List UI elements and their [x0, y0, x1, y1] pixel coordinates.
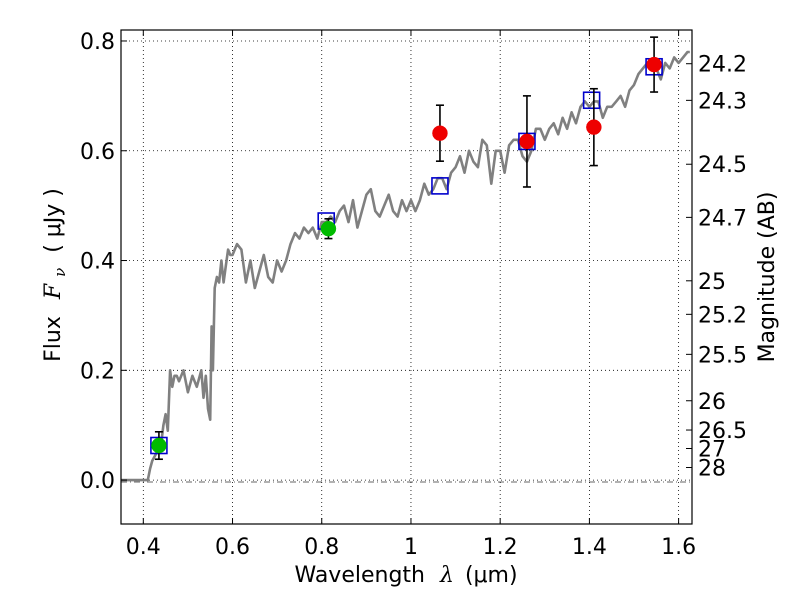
y-axis-title: Flux F ν ( μJy ) [41, 188, 71, 362]
green-data-point [151, 437, 167, 454]
mag-tick-label: 24.5 [698, 153, 747, 178]
x-tick-label: 1.4 [572, 535, 607, 560]
x-tick-label: 1 [404, 535, 418, 560]
mag-tick-label: 28 [698, 457, 726, 482]
mag-tick-label: 25.2 [698, 303, 747, 328]
mag-tick-label: 25 [698, 270, 726, 295]
red-data-point [646, 56, 662, 73]
mag-tick-label: 24.7 [698, 206, 747, 231]
y-axis-title-symbol: F [41, 283, 66, 300]
x-axis-title-unit: (μm) [465, 563, 518, 588]
mag-tick-label: 25.5 [698, 343, 747, 368]
x-tick-label: 1.6 [661, 535, 696, 560]
x-tick-label: 0.8 [304, 535, 339, 560]
mag-tick-label: 24.3 [698, 89, 747, 114]
red-data-point [519, 133, 535, 150]
y-axis-title-subscript: ν [51, 268, 69, 277]
mag-tick-label: 26.5 [698, 419, 747, 444]
plot-frame [120, 29, 693, 525]
x-tick-label: 1.2 [483, 535, 518, 560]
y2-axis-title: Magnitude (AB) [755, 192, 780, 363]
model-square-marker [582, 91, 601, 110]
x-tick-label: 0.6 [215, 535, 250, 560]
grid [121, 30, 692, 524]
green-data-point [320, 220, 337, 237]
x-axis-title: Wavelength λ (μm) [294, 563, 517, 588]
spectrum-line [121, 50, 690, 482]
y-tick-label: 0.4 [80, 250, 115, 275]
mag-tick-label: 26 [698, 390, 726, 415]
x-axis-title-prefix: Wavelength [294, 563, 425, 588]
red-data-point [586, 119, 602, 135]
red-data-point [432, 125, 448, 141]
y-tick-label: 0.2 [80, 359, 115, 384]
marker-layer [150, 36, 663, 461]
y-axis-title-prefix: Flux [41, 316, 66, 362]
spectrum-layer [121, 50, 690, 482]
y-tick-label: 0.0 [80, 469, 115, 494]
mag-tick-label: 24.2 [698, 53, 747, 78]
y-axis-title-unit: ( μJy ) [41, 188, 66, 253]
model-square-marker [431, 177, 449, 195]
y-tick-label: 0.8 [80, 30, 115, 55]
x-axis-title-symbol: λ [439, 563, 454, 588]
mag-tick-label: 27 [698, 438, 726, 463]
x-tick-label: 0.4 [126, 535, 161, 560]
y-tick-label: 0.6 [80, 140, 115, 165]
ticks: 0.4 0.6 0.8 1 1.2 1.4 1.6 0.0 0.2 0.4 0.6 0.8 24.2 24… [80, 30, 747, 560]
